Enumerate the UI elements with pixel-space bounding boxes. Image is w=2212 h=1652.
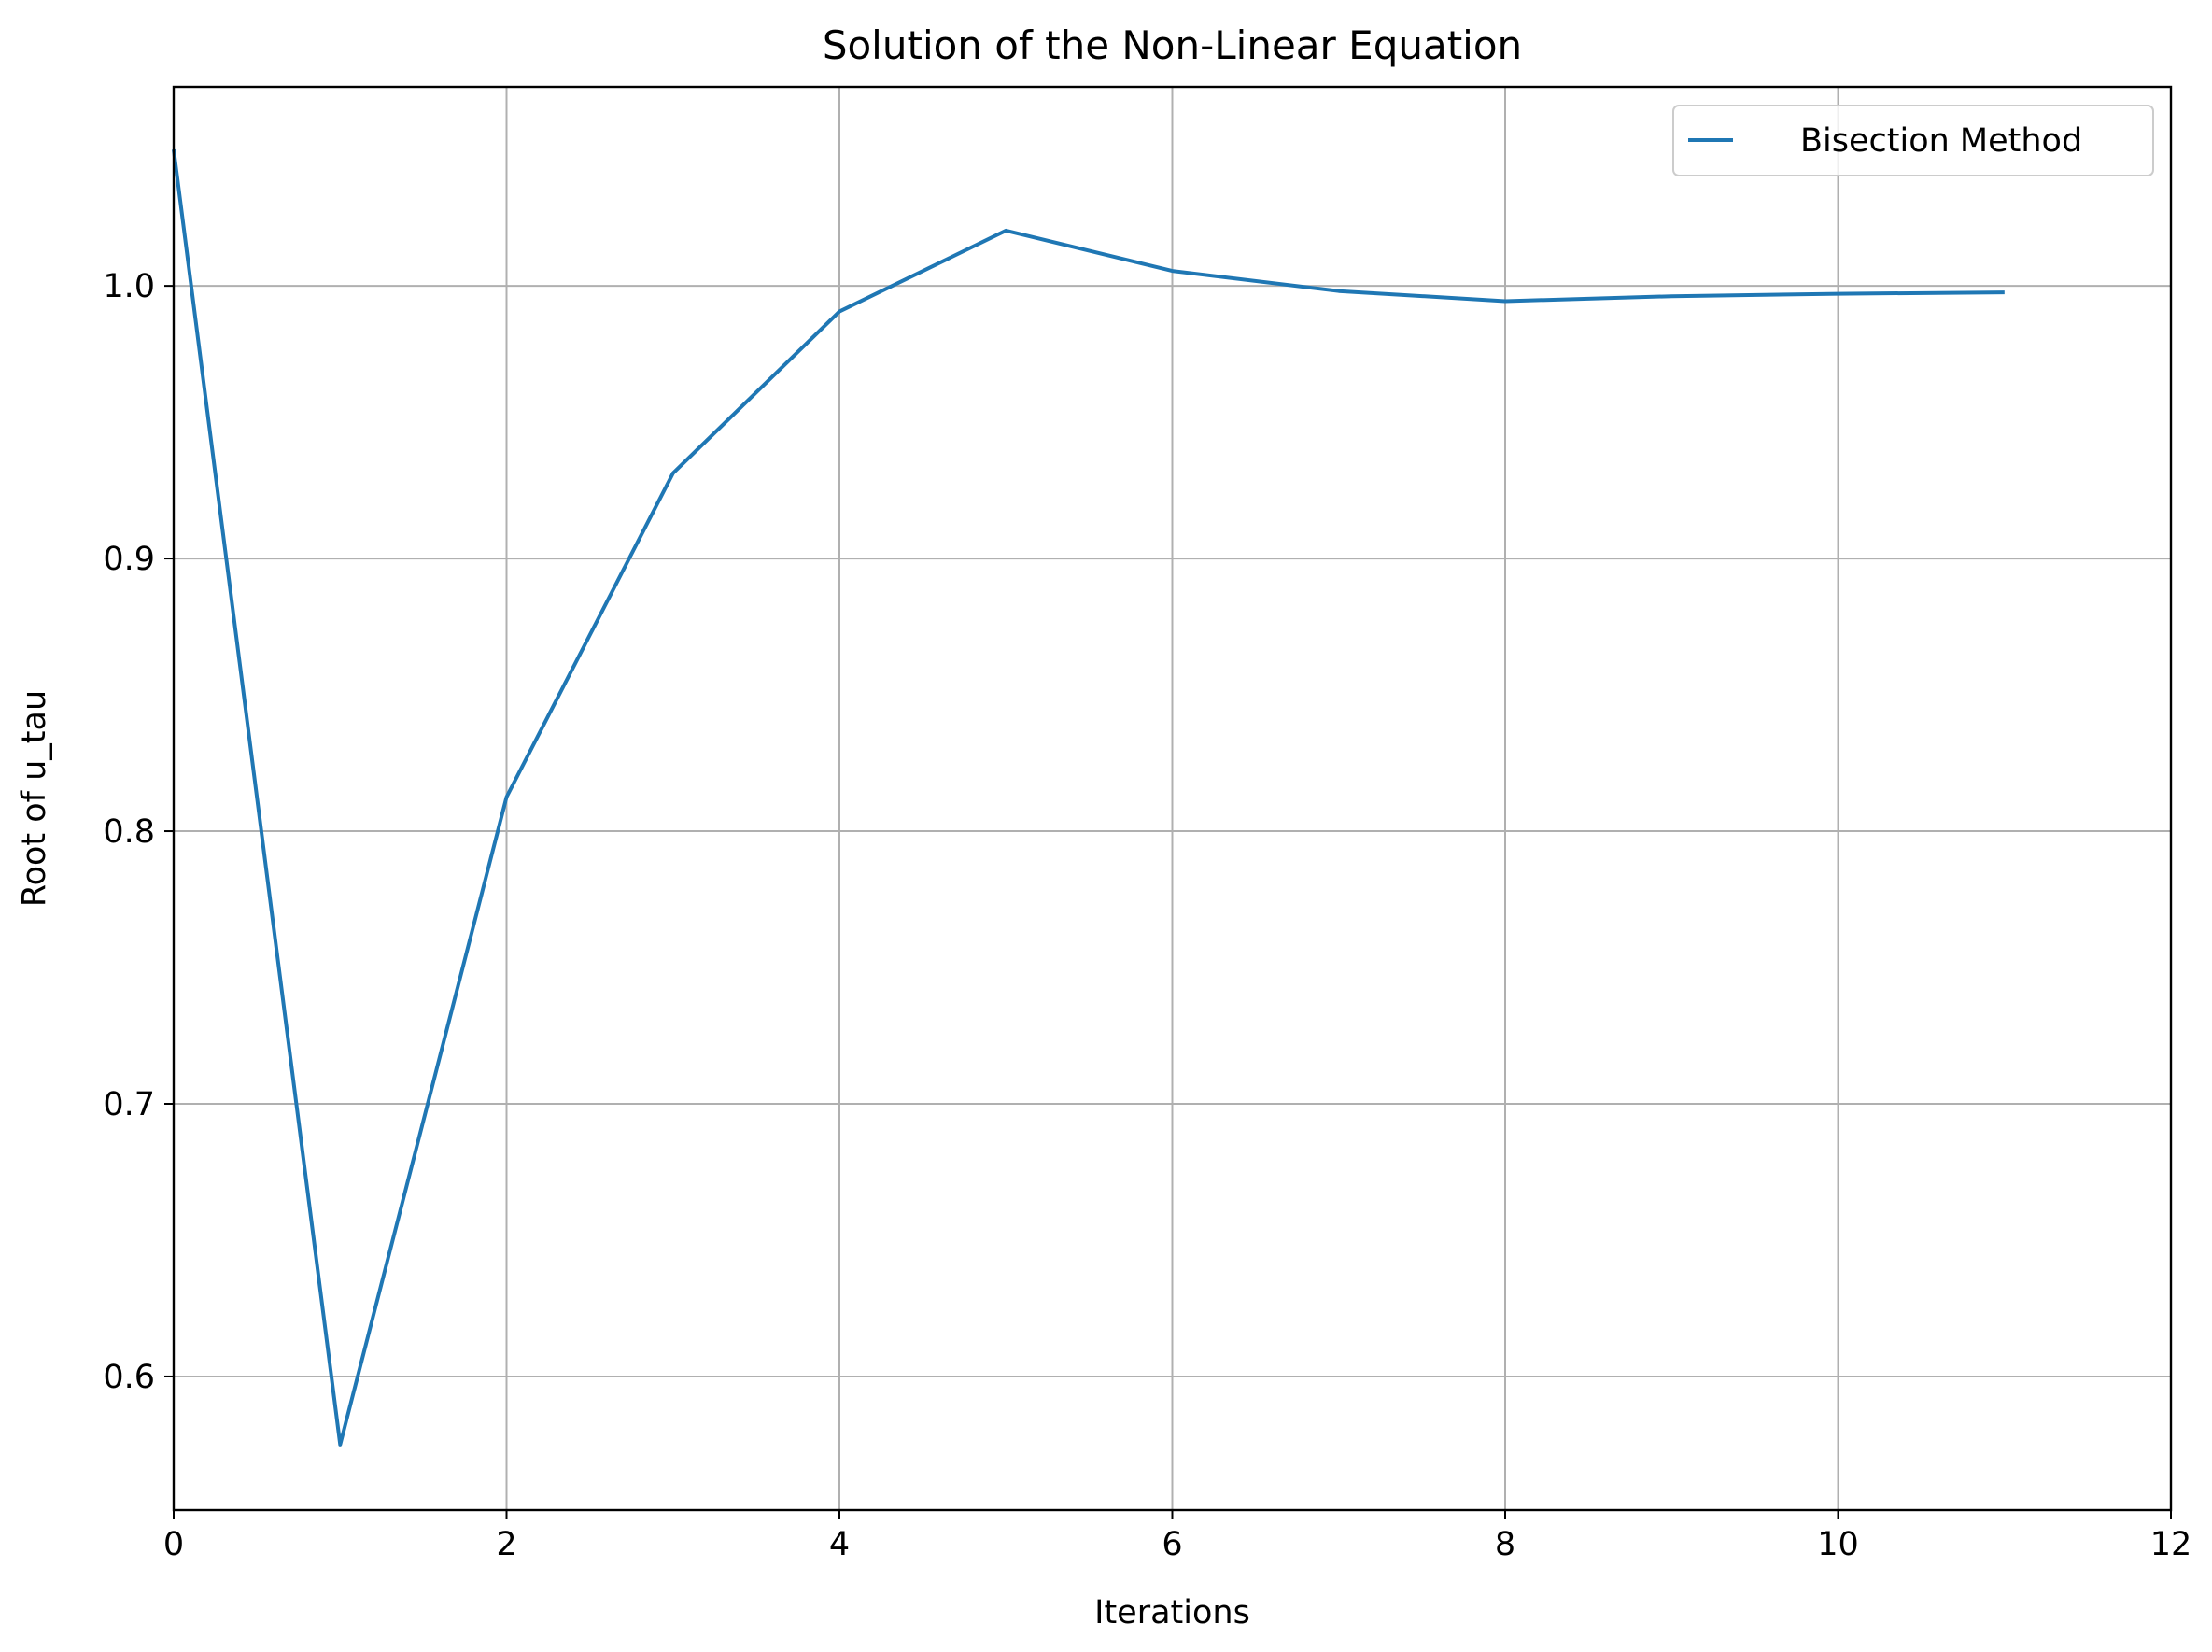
y-tick-label: 1.0: [103, 268, 155, 305]
series-line-bisection-method: [172, 148, 2005, 1447]
y-tick-label: 0.9: [103, 541, 155, 578]
chart-title: Solution of the Non-Linear Equation: [823, 22, 1522, 68]
x-tick-label: 2: [496, 1526, 516, 1563]
x-tick-label: 10: [1817, 1526, 1859, 1563]
x-tick-label: 8: [1495, 1526, 1515, 1563]
y-tick-label: 0.7: [103, 1086, 155, 1123]
y-tick-label: 0.8: [103, 813, 155, 851]
legend-label-bisection-method: Bisection Method: [1800, 122, 2082, 160]
ticks: 0 2 4 6 8 10 12 0.6 0.7 0.8 0.9 1.0: [103, 268, 2191, 1563]
legend-box: [1672, 105, 2154, 176]
x-tick-label: 0: [163, 1526, 184, 1563]
y-tick-label: 0.6: [103, 1359, 155, 1396]
legend: Bisection Method: [1672, 105, 2154, 176]
x-axis-title: Iterations: [1094, 1594, 1250, 1631]
x-tick-label: 4: [829, 1526, 850, 1563]
x-tick-label: 6: [1162, 1526, 1182, 1563]
y-axis-title: Root of u_tau: [16, 690, 53, 907]
x-tick-label: 12: [2150, 1526, 2192, 1563]
grid: [173, 87, 2172, 1510]
